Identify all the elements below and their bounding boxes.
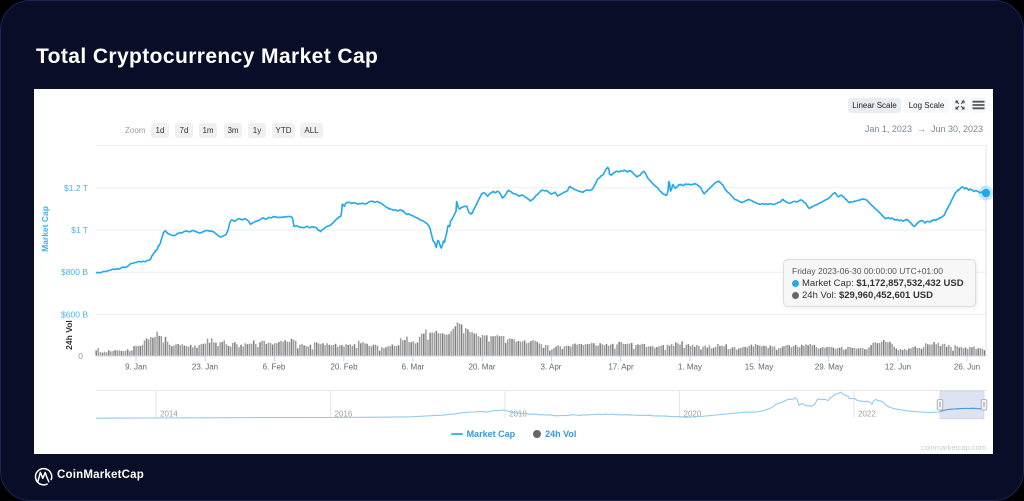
svg-text:29. May: 29. May	[815, 363, 843, 372]
svg-text:20. Mar: 20. Mar	[468, 363, 495, 372]
svg-text:2014: 2014	[160, 410, 178, 419]
svg-text:2020: 2020	[684, 410, 702, 419]
svg-text:6. Mar: 6. Mar	[402, 363, 425, 372]
svg-text:Market Cap: Market Cap	[40, 206, 50, 252]
svg-text:2016: 2016	[335, 410, 353, 419]
svg-text:0: 0	[78, 351, 83, 361]
svg-text:12. Jun: 12. Jun	[885, 363, 911, 372]
svg-text:$800 B: $800 B	[61, 267, 88, 277]
svg-text:26. Jun: 26. Jun	[954, 363, 980, 372]
svg-text:$1.2 T: $1.2 T	[64, 183, 88, 193]
svg-text:17. Apr: 17. Apr	[608, 363, 634, 372]
svg-text:2022: 2022	[858, 410, 876, 419]
svg-text:$600 B: $600 B	[61, 310, 88, 320]
svg-text:6. Feb: 6. Feb	[263, 363, 286, 372]
svg-text:1. May: 1. May	[678, 363, 702, 372]
svg-text:23. Jan: 23. Jan	[192, 363, 218, 372]
svg-text:15. May: 15. May	[745, 363, 773, 372]
svg-text:9. Jan: 9. Jan	[125, 363, 147, 372]
svg-text:20. Feb: 20. Feb	[330, 363, 358, 372]
svg-text:2018: 2018	[509, 410, 527, 419]
svg-text:3. Apr: 3. Apr	[541, 363, 562, 372]
svg-text:24h Vol: 24h Vol	[64, 320, 74, 350]
svg-text:$1 T: $1 T	[71, 225, 88, 235]
